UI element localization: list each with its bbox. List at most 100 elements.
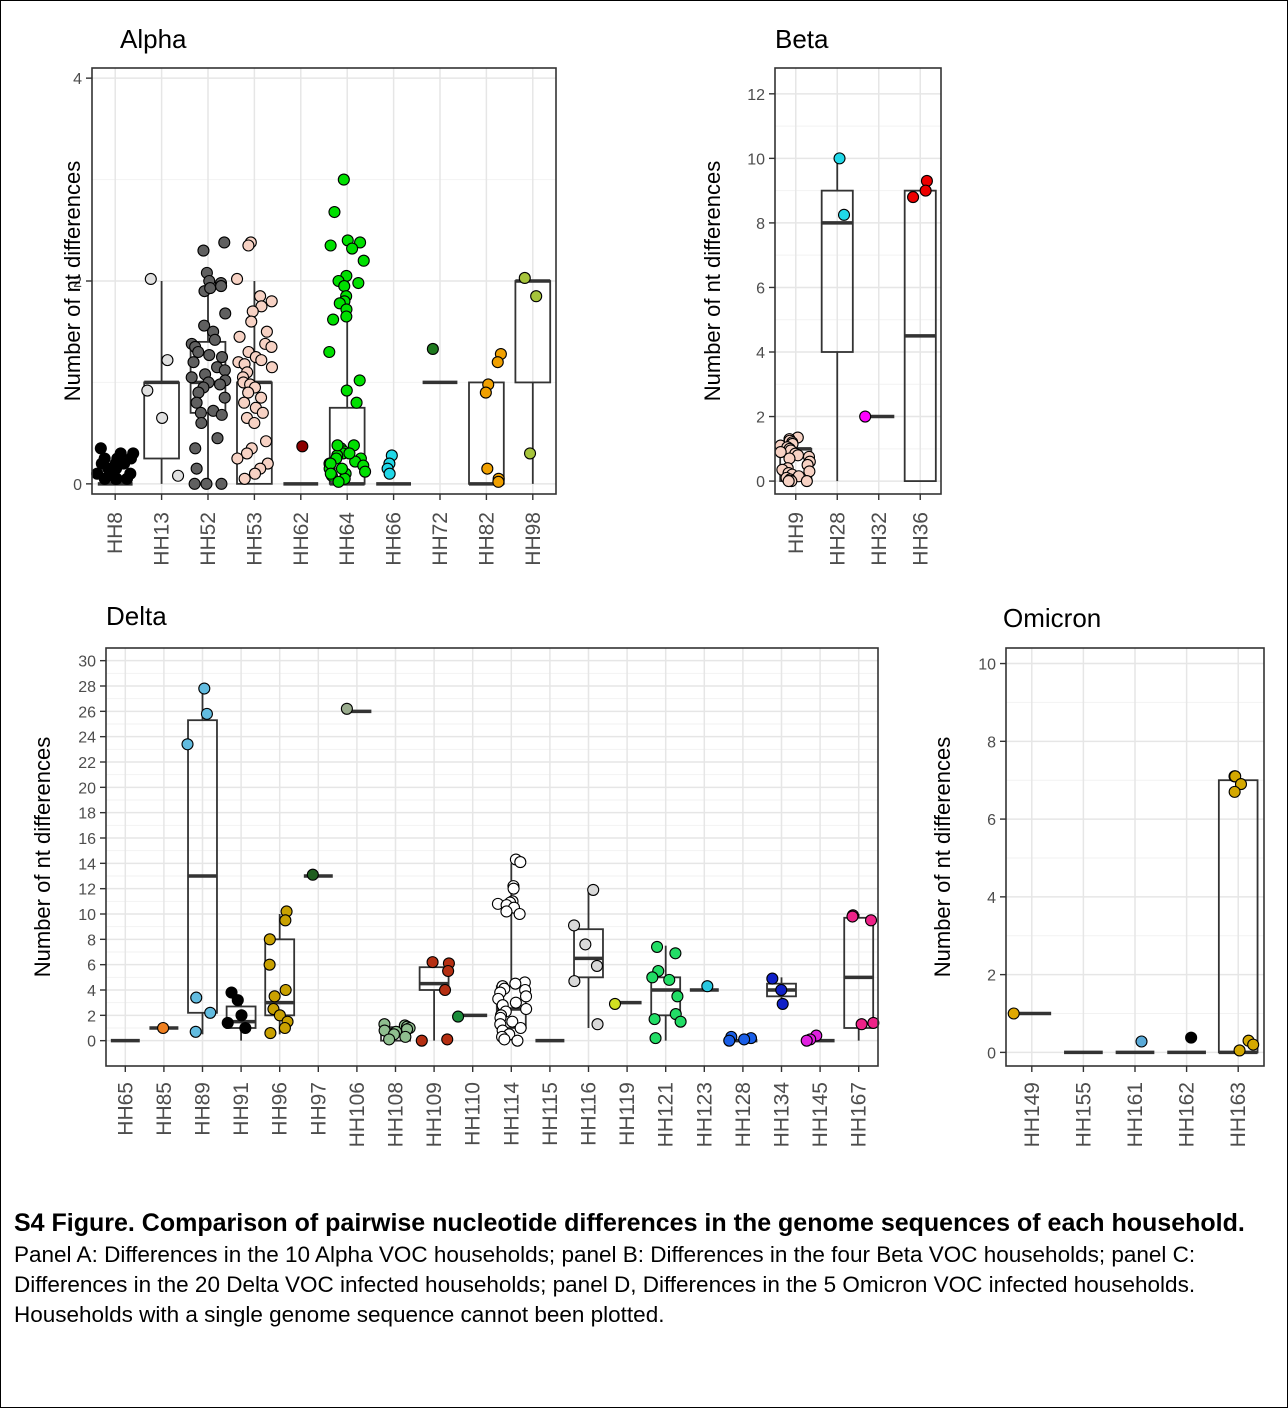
data-point — [204, 1006, 217, 1019]
y-tick-label: 4 — [987, 890, 996, 907]
data-point — [195, 416, 208, 430]
data-point — [327, 313, 340, 326]
category-label: HH97 — [307, 1082, 330, 1136]
data-point — [198, 682, 211, 695]
box-HH36 — [903, 189, 937, 482]
data-point — [264, 1027, 277, 1040]
data-point — [343, 447, 356, 460]
data-point — [738, 1033, 751, 1046]
y-tick-label: 12 — [747, 87, 765, 104]
data-point — [189, 442, 202, 455]
data-point — [263, 933, 276, 946]
category-label: HH9 — [785, 512, 808, 554]
data-point — [669, 947, 682, 960]
data-point — [221, 1016, 234, 1029]
data-point — [663, 973, 676, 986]
data-point — [426, 956, 439, 969]
data-point — [907, 191, 920, 204]
data-point — [650, 940, 664, 953]
data-point — [188, 477, 201, 490]
panel-omicron: 0 2 4 6 8 10 HH149 HH155 HH161 HH162 HH163 Number o… — [930, 603, 1265, 1147]
y-tick-label: 0 — [987, 1045, 996, 1062]
category-label: HH98 — [522, 512, 545, 566]
data-point — [185, 371, 198, 384]
data-point — [415, 1034, 428, 1047]
data-point — [506, 1015, 519, 1028]
category-label: HH62 — [290, 512, 313, 566]
data-point — [255, 354, 268, 367]
category-label: HH128 — [732, 1082, 755, 1147]
category-label: HH161 — [1124, 1082, 1147, 1147]
data-point — [337, 173, 350, 186]
y-tick-label: 4 — [73, 71, 82, 88]
data-point — [203, 348, 216, 362]
data-point — [800, 1034, 813, 1047]
data-point — [1247, 1038, 1260, 1051]
data-point — [323, 345, 336, 359]
category-label: HH110 — [462, 1082, 485, 1146]
data-point — [231, 452, 244, 465]
data-point — [94, 442, 107, 455]
data-point — [238, 472, 251, 485]
y-tick-label: 30 — [78, 654, 96, 671]
category-label: HH82 — [475, 512, 498, 566]
category-label: HH85 — [153, 1082, 176, 1136]
y-tick-label: 10 — [747, 151, 765, 168]
data-point — [190, 462, 203, 475]
data-point — [218, 364, 231, 377]
y-tick-label: 4 — [756, 345, 765, 362]
data-point — [230, 272, 244, 286]
category-label: HH13 — [151, 512, 174, 566]
category-label: HH167 — [848, 1082, 871, 1147]
box-HH13 — [143, 281, 180, 484]
data-point — [354, 236, 367, 249]
data-point — [181, 738, 194, 751]
data-point — [171, 469, 185, 482]
data-point — [723, 1034, 736, 1047]
data-point — [192, 345, 205, 359]
data-point — [1135, 1035, 1148, 1048]
y-tick-label: 28 — [78, 679, 96, 696]
category-label: HH116 — [578, 1082, 601, 1146]
data-point — [200, 707, 213, 720]
data-point — [265, 361, 279, 374]
data-point — [479, 386, 492, 399]
figure-caption: S4 Figure. Comparison of pairwise nucleo… — [14, 1208, 1274, 1330]
data-point — [328, 205, 341, 219]
data-point — [353, 374, 366, 387]
data-point — [530, 290, 543, 303]
category-label: HH64 — [336, 512, 359, 566]
data-point — [111, 452, 124, 465]
data-point — [246, 305, 259, 318]
data-point — [215, 477, 228, 490]
y-tick-label: 8 — [756, 216, 765, 233]
data-point — [248, 416, 261, 430]
data-point — [204, 282, 217, 295]
category-label: HH72 — [429, 512, 452, 566]
data-point — [441, 1033, 454, 1046]
data-point — [200, 477, 213, 490]
data-point — [352, 276, 365, 290]
data-point — [259, 435, 273, 448]
data-point — [514, 856, 527, 869]
data-point — [279, 914, 292, 927]
data-point — [846, 910, 859, 923]
data-point — [219, 307, 232, 320]
category-label: HH65 — [114, 1082, 137, 1136]
y-tick-label: 0 — [756, 474, 765, 491]
caption-body: Panel A: Differences in the 10 Alpha VOC… — [14, 1242, 1196, 1327]
category-label: HH163 — [1227, 1082, 1250, 1147]
data-point — [837, 208, 851, 221]
data-point — [1233, 1044, 1246, 1057]
data-point — [242, 239, 255, 252]
data-point — [218, 236, 231, 249]
data-point — [1185, 1031, 1198, 1044]
data-point — [218, 391, 231, 404]
data-point — [518, 271, 531, 285]
data-point — [520, 1002, 533, 1016]
data-point — [776, 997, 789, 1010]
data-point — [144, 272, 157, 286]
data-point — [192, 386, 205, 399]
data-point — [190, 991, 203, 1004]
